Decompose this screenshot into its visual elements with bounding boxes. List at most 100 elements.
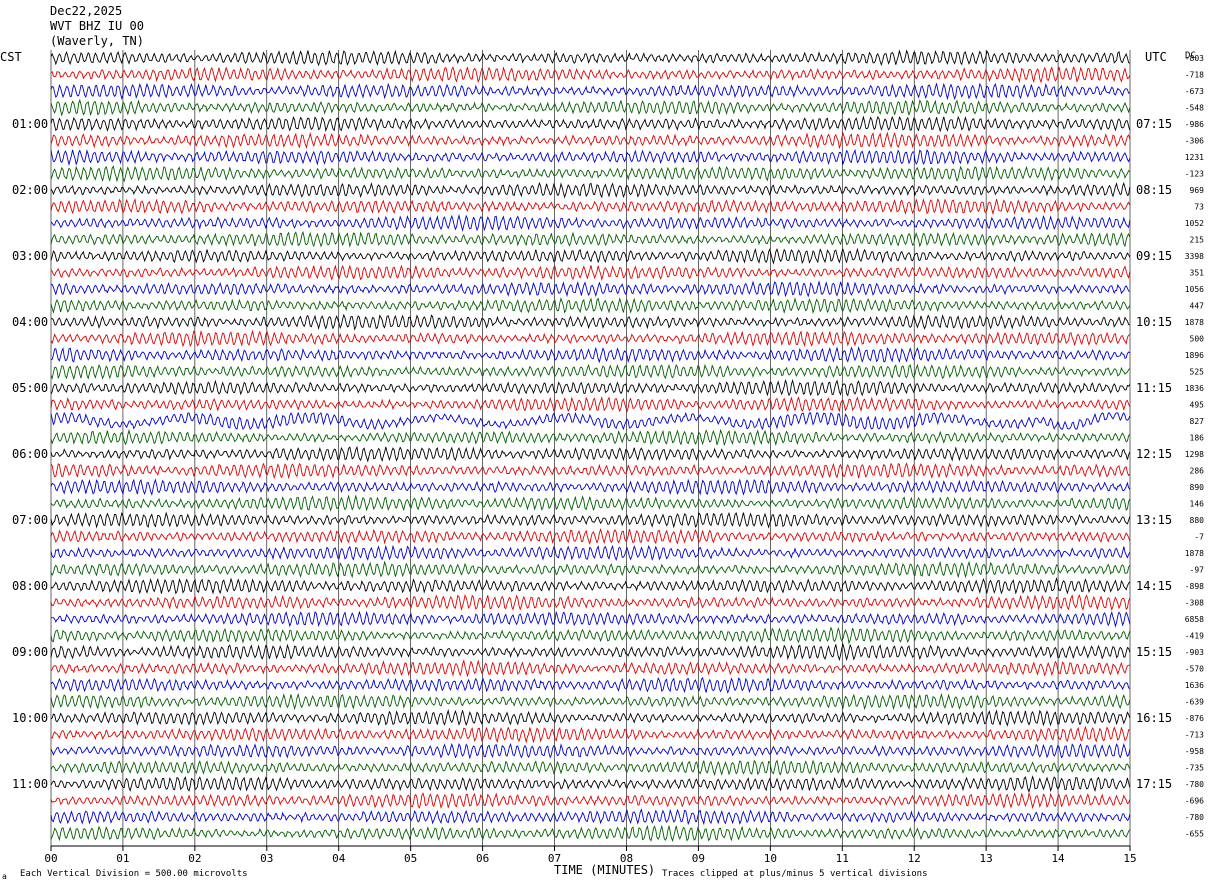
seismic-trace xyxy=(50,742,1131,760)
dc-offset-label: -713 xyxy=(1185,731,1204,740)
dc-offset-label: 1052 xyxy=(1185,219,1204,228)
right-time-label: 15:15 xyxy=(1136,645,1172,659)
right-time-label: 17:15 xyxy=(1136,777,1172,791)
trace-layer xyxy=(50,49,1131,842)
dc-offset-label: -780 xyxy=(1185,813,1204,822)
dc-offset-label: 215 xyxy=(1190,236,1205,245)
seismic-trace xyxy=(50,708,1131,727)
x-tick-label: 02 xyxy=(188,852,201,865)
dc-offset-label: -639 xyxy=(1185,698,1204,707)
left-time-label: 03:00 xyxy=(12,249,48,263)
left-time-label: 09:00 xyxy=(12,645,48,659)
dc-offset-label: -548 xyxy=(1185,104,1204,113)
right-time-label: 13:15 xyxy=(1136,513,1172,527)
seismic-trace xyxy=(50,676,1131,694)
seismic-trace xyxy=(50,165,1131,183)
seismic-trace xyxy=(50,594,1131,611)
dc-offset-label: -958 xyxy=(1185,747,1204,756)
seismic-trace xyxy=(50,181,1131,199)
dc-offset-label: 1878 xyxy=(1185,318,1204,327)
x-tick-label: 10 xyxy=(764,852,777,865)
seismic-trace xyxy=(50,560,1131,579)
seismic-trace xyxy=(50,428,1131,447)
seismic-trace xyxy=(50,626,1131,645)
seismic-trace xyxy=(50,264,1131,282)
seismic-trace xyxy=(50,511,1131,529)
dc-offset-label: 186 xyxy=(1190,434,1205,443)
header-location: (Waverly, TN) xyxy=(50,34,144,48)
right-time-label: 07:15 xyxy=(1136,117,1172,131)
left-time-label: 06:00 xyxy=(12,447,48,461)
seismic-trace xyxy=(50,445,1131,463)
seismic-trace xyxy=(50,824,1131,842)
dc-offset-label: -123 xyxy=(1185,170,1204,179)
dc-offset-label: -718 xyxy=(1185,71,1204,80)
left-time-label: 10:00 xyxy=(12,711,48,725)
seismic-trace xyxy=(50,66,1131,84)
x-tick-label: 06 xyxy=(476,852,489,865)
dc-offset-label: 73 xyxy=(1194,203,1204,212)
left-time-label: 11:00 xyxy=(12,777,48,791)
seismic-trace xyxy=(50,230,1131,248)
right-time-label: 14:15 xyxy=(1136,579,1172,593)
dc-offset-label: -7 xyxy=(1194,533,1204,542)
seismic-trace xyxy=(50,494,1131,512)
dc-offset-label: -735 xyxy=(1185,764,1204,773)
dc-offset-label: -673 xyxy=(1185,87,1204,96)
seismic-trace xyxy=(50,544,1131,561)
dc-offset-label: 1298 xyxy=(1185,450,1204,459)
left-time-label: 04:00 xyxy=(12,315,48,329)
dc-offset-label: -876 xyxy=(1185,714,1204,723)
right-time-label: 12:15 xyxy=(1136,447,1172,461)
seismic-trace xyxy=(50,247,1131,265)
left-time-label: 05:00 xyxy=(12,381,48,395)
seismic-trace xyxy=(50,197,1131,216)
seismic-trace xyxy=(50,378,1131,397)
seismic-trace xyxy=(50,478,1131,496)
seismic-trace xyxy=(50,213,1131,232)
x-tick-label: 08 xyxy=(620,852,633,865)
dc-offset-label: -570 xyxy=(1185,665,1204,674)
x-tick-label: 09 xyxy=(692,852,705,865)
seismic-trace xyxy=(50,395,1131,413)
dc-offset-label: -986 xyxy=(1185,120,1204,129)
x-tick-label: 03 xyxy=(260,852,273,865)
right-time-label: 10:15 xyxy=(1136,315,1172,329)
dc-offset-label: 1836 xyxy=(1185,384,1204,393)
x-axis-title: TIME (MINUTES) xyxy=(554,863,655,877)
x-tick-label: 07 xyxy=(548,852,561,865)
seismic-trace xyxy=(50,280,1130,298)
dc-offset-label: -696 xyxy=(1185,797,1204,806)
footer-scale-note: Each Vertical Division = 500.00 microvol… xyxy=(20,869,248,879)
dc-offset-label: 1231 xyxy=(1185,153,1204,162)
right-time-label: 16:15 xyxy=(1136,711,1172,725)
dc-offset-label: 827 xyxy=(1190,417,1205,426)
dc-offset-label: -898 xyxy=(1185,582,1204,591)
dc-offset-label: -903 xyxy=(1185,648,1204,657)
seismic-trace xyxy=(50,148,1131,167)
seismic-trace xyxy=(50,659,1131,678)
x-tick-label: 05 xyxy=(404,852,417,865)
right-time-label: 11:15 xyxy=(1136,381,1172,395)
x-tick-label: 01 xyxy=(116,852,129,865)
seismic-trace xyxy=(50,313,1130,331)
footer-mark: a xyxy=(2,872,7,881)
seismic-trace xyxy=(50,131,1131,150)
seismic-trace xyxy=(50,791,1131,810)
dc-offset-label: 495 xyxy=(1190,401,1205,410)
grid-layer xyxy=(50,50,1131,851)
header-date: Dec22,2025 xyxy=(50,4,123,18)
seismic-trace xyxy=(50,411,1131,431)
left-time-label: 02:00 xyxy=(12,183,48,197)
seismic-trace xyxy=(50,82,1131,101)
dc-offset-label: -308 xyxy=(1185,599,1204,608)
seismic-trace xyxy=(50,297,1131,315)
dc-offset-label: -780 xyxy=(1185,780,1204,789)
dc-offset-label: 500 xyxy=(1190,335,1205,344)
dc-offset-label: 1056 xyxy=(1185,285,1204,294)
x-tick-label: 12 xyxy=(908,852,921,865)
seismic-trace xyxy=(50,642,1131,662)
dc-offset-label: 969 xyxy=(1190,186,1205,195)
seismic-trace xyxy=(50,49,1131,67)
right-time-label: 09:15 xyxy=(1136,249,1172,263)
